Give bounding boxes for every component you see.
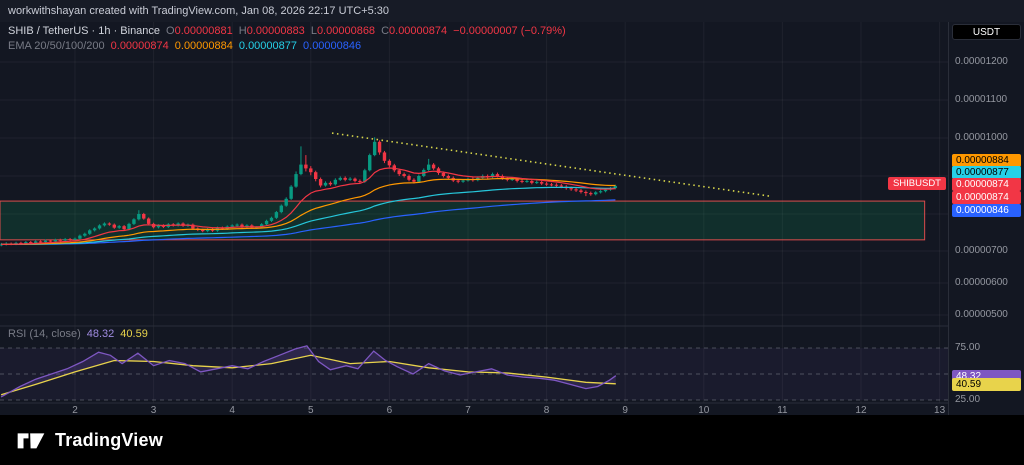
time-label: 3 xyxy=(151,405,157,415)
price-grid-label: 0.00000600 xyxy=(955,277,1008,288)
price-badge: 0.00000877 xyxy=(952,166,1021,179)
price-grid-label: 0.00001000 xyxy=(955,132,1008,143)
ema-line-EMA50 xyxy=(1,178,616,245)
ema-line-EMA20 xyxy=(1,167,616,245)
currency-toggle-button[interactable]: USDT xyxy=(952,24,1021,40)
rsi-badge: 40.59 xyxy=(952,377,1021,391)
attribution-text: workwithshayan created with TradingView.… xyxy=(8,5,390,17)
tradingview-logo-icon[interactable] xyxy=(16,427,46,453)
rsi-grid-label: 75.00 xyxy=(955,342,981,353)
chart-region: 2 3 4 5 6 7 8 9 10 11 12 13 SHIB / TetherUS · 1h · … xyxy=(0,22,1024,415)
symbol-price-label: SHIBUSDT xyxy=(887,177,946,190)
rsi-band xyxy=(0,348,948,400)
price-badge: 0.00000874 xyxy=(952,191,1021,204)
rsi-fill xyxy=(1,345,616,397)
price-badge: 0.00000884 xyxy=(952,154,1021,167)
time-label: 8 xyxy=(544,405,550,415)
price-badge: 0.00000846 xyxy=(952,204,1021,217)
rsi-ma-line xyxy=(0,354,616,396)
time-label: 11 xyxy=(777,405,788,415)
price-axis[interactable]: USDT 0.00001200 0.00001100 0.00001000 0.000… xyxy=(948,22,1024,415)
brand-name[interactable]: TradingView xyxy=(55,429,163,450)
time-label: 12 xyxy=(855,405,867,415)
time-label: 5 xyxy=(308,405,314,415)
time-label: 2 xyxy=(72,405,78,415)
price-grid-label: 0.00001100 xyxy=(955,94,1008,105)
time-label: 10 xyxy=(698,405,710,415)
rsi-grid-label: 25.00 xyxy=(955,394,981,405)
price-grid-label: 0.00000700 xyxy=(955,245,1008,256)
attribution-bar: workwithshayan created with TradingView.… xyxy=(0,0,1024,22)
footer-bar: TradingView xyxy=(0,415,1024,465)
rsi-line xyxy=(0,345,617,398)
time-label: 9 xyxy=(622,405,628,415)
ema-line-EMA200 xyxy=(1,199,616,245)
time-label: 4 xyxy=(229,405,235,415)
ema-line-EMA100 xyxy=(1,186,616,245)
price-badge: 0.00000874 xyxy=(952,178,1021,191)
time-label: 6 xyxy=(387,405,393,415)
price-chart-svg[interactable]: 2 3 4 5 6 7 8 9 10 11 12 13 xyxy=(0,22,948,415)
chart-plot-area[interactable]: 2 3 4 5 6 7 8 9 10 11 12 13 SHIB / TetherUS · 1h · … xyxy=(0,22,948,415)
time-label: 7 xyxy=(465,405,471,415)
price-grid-label: 0.00001200 xyxy=(955,56,1008,67)
trendline xyxy=(331,132,770,197)
price-grid-label: 0.00000500 xyxy=(955,309,1008,320)
support-zone xyxy=(0,200,926,241)
time-label: 13 xyxy=(934,405,946,415)
